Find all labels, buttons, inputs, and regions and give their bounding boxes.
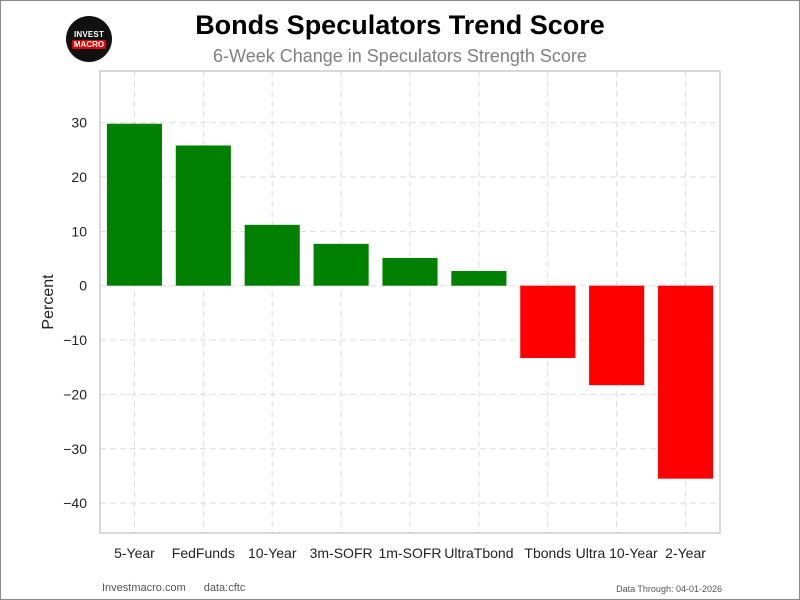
- x-tick-label: 5-Year: [114, 545, 155, 561]
- y-tick-label: −20: [63, 386, 87, 402]
- y-tick-label: −10: [63, 332, 87, 348]
- y-tick-label: 30: [71, 115, 87, 131]
- y-tick-label: −40: [63, 495, 87, 511]
- x-tick-label: Tbonds: [524, 545, 571, 561]
- y-axis-label: Percent: [40, 274, 57, 330]
- plot-area-border: [99, 70, 721, 534]
- bar: [451, 271, 507, 286]
- y-tick-label: 10: [71, 223, 87, 239]
- logo-line2: MACRO: [71, 39, 107, 49]
- footer-date: Data Through: 04-01-2026: [616, 584, 722, 594]
- footer-left: Investmacro.com data:cftc: [102, 582, 245, 594]
- x-tick-label: UltraTbond: [444, 545, 513, 561]
- footer-source: data:cftc: [203, 582, 246, 594]
- x-tick-label: FedFunds: [172, 545, 235, 561]
- y-tick-label: −30: [63, 441, 87, 457]
- bar: [106, 123, 162, 286]
- x-tick-label: Ultra 10-Year: [576, 545, 658, 561]
- y-tick-label: 0: [79, 278, 87, 294]
- chart-subtitle: 6-Week Change in Speculators Strength Sc…: [213, 46, 587, 66]
- bar: [589, 285, 645, 386]
- y-tick-label: 20: [71, 169, 87, 185]
- chart-title: Bonds Speculators Trend Score: [195, 10, 605, 40]
- bar: [382, 257, 438, 286]
- bar: [658, 285, 714, 479]
- footer-site: Investmacro.com: [102, 582, 186, 594]
- bar: [175, 145, 231, 286]
- x-tick-label: 1m-SOFR: [379, 545, 442, 561]
- logo-line1: INVEST: [73, 29, 105, 39]
- x-tick-label: 2-Year: [665, 545, 706, 561]
- bar: [313, 243, 369, 286]
- bar: [520, 285, 576, 358]
- investmacro-logo: INVEST MACRO: [66, 16, 112, 62]
- x-tick-label: 3m-SOFR: [310, 545, 373, 561]
- bar: [244, 224, 300, 286]
- x-tick-label: 10-Year: [248, 545, 297, 561]
